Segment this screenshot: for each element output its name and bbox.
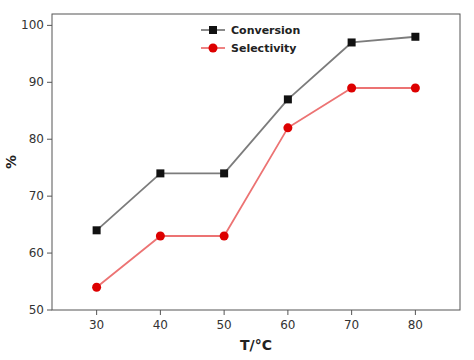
chart: 30 40 50 60 70 80 50 60 70 80 90 100 T/°C% Conversion… bbox=[0, 0, 474, 360]
legend: Conversion Selectivity bbox=[201, 24, 300, 55]
legend-marker bbox=[209, 26, 217, 34]
point bbox=[92, 283, 101, 292]
point bbox=[283, 123, 292, 132]
x-axis-label: T/°C bbox=[240, 337, 272, 353]
series bbox=[92, 84, 420, 292]
y-tick bbox=[47, 253, 52, 254]
x-tick bbox=[224, 310, 225, 315]
point bbox=[284, 95, 292, 103]
y-axis-label: % bbox=[3, 155, 19, 169]
point bbox=[348, 38, 356, 46]
x-tick-label: 60 bbox=[280, 318, 295, 332]
x-tick-label: 80 bbox=[408, 318, 423, 332]
y-tick bbox=[47, 139, 52, 140]
plot-frame bbox=[52, 14, 460, 310]
y-tick bbox=[47, 310, 52, 311]
y-tick-label: 100 bbox=[21, 18, 44, 32]
x-tick bbox=[287, 310, 288, 315]
x-tick-label: 70 bbox=[344, 318, 359, 332]
point bbox=[156, 232, 165, 241]
x-tick bbox=[96, 310, 97, 315]
y-tick-label: 80 bbox=[29, 132, 44, 146]
x-tick-label: 30 bbox=[89, 318, 104, 332]
chart-container: 30 40 50 60 70 80 50 60 70 80 90 100 T/°C% Conversion… bbox=[0, 0, 474, 360]
x-tick-label: 40 bbox=[153, 318, 168, 332]
y-tick-label: 60 bbox=[29, 246, 44, 260]
y-tick bbox=[47, 25, 52, 26]
x-tick bbox=[160, 310, 161, 315]
y-tick bbox=[47, 82, 52, 83]
legend-marker bbox=[209, 44, 218, 53]
point bbox=[220, 169, 228, 177]
line bbox=[97, 37, 416, 231]
plot-background bbox=[52, 14, 460, 310]
y-tick bbox=[47, 196, 52, 197]
series bbox=[93, 33, 420, 235]
point bbox=[411, 84, 420, 93]
point bbox=[93, 226, 101, 234]
point bbox=[220, 232, 229, 241]
axes: 30 40 50 60 70 80 50 60 70 80 90 100 bbox=[21, 18, 423, 332]
y-tick-label: 90 bbox=[29, 75, 44, 89]
y-tick-label: 50 bbox=[29, 303, 44, 317]
legend-label: Selectivity bbox=[231, 42, 297, 55]
x-tick bbox=[415, 310, 416, 315]
x-tick bbox=[351, 310, 352, 315]
point bbox=[411, 33, 419, 41]
legend-label: Conversion bbox=[231, 24, 300, 37]
y-tick-label: 70 bbox=[29, 189, 44, 203]
point bbox=[156, 169, 164, 177]
line bbox=[97, 88, 416, 287]
point bbox=[347, 84, 356, 93]
data-area bbox=[92, 33, 420, 292]
x-tick-label: 50 bbox=[216, 318, 231, 332]
